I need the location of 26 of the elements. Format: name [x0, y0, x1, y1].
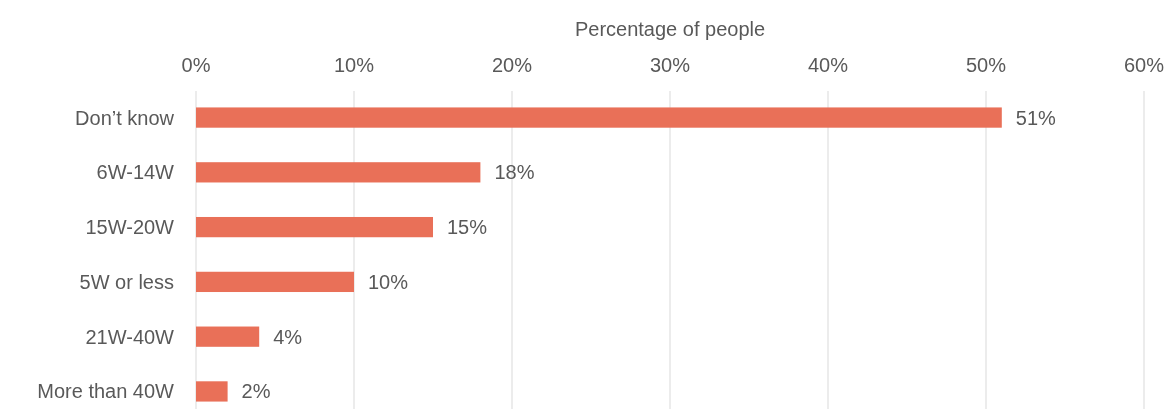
bar — [196, 381, 228, 402]
bar — [196, 326, 260, 347]
x-tick-label: 20% — [491, 54, 533, 76]
x-tick-label: 0% — [181, 54, 211, 76]
bar — [196, 216, 433, 238]
bar — [196, 107, 1002, 128]
x-tick-label: 30% — [649, 54, 691, 76]
bar — [196, 162, 481, 183]
y-tick-label: Don’t know — [75, 106, 175, 129]
x-tick-label: 40% — [807, 54, 849, 76]
y-tick-label: 5W or less — [79, 270, 174, 293]
bar — [196, 271, 354, 293]
y-tick-label: 15W-20W — [85, 216, 175, 239]
y-tick-label: 6W-14W — [96, 161, 175, 184]
data-label: 18% — [494, 161, 535, 184]
x-tick-label: 10% — [333, 54, 375, 76]
x-axis-title: Percentage of people — [574, 18, 766, 40]
data-label: 4% — [273, 325, 303, 348]
y-tick-label: 21W-40W — [85, 325, 175, 348]
y-tick-label: More than 40W — [37, 380, 175, 403]
data-label: 51% — [1015, 106, 1057, 129]
data-label: 10% — [368, 270, 409, 293]
x-tick-label: 50% — [965, 54, 1007, 76]
data-label: 2% — [241, 380, 271, 403]
data-label: 15% — [447, 216, 488, 239]
x-tick-label: 60% — [1123, 54, 1165, 76]
